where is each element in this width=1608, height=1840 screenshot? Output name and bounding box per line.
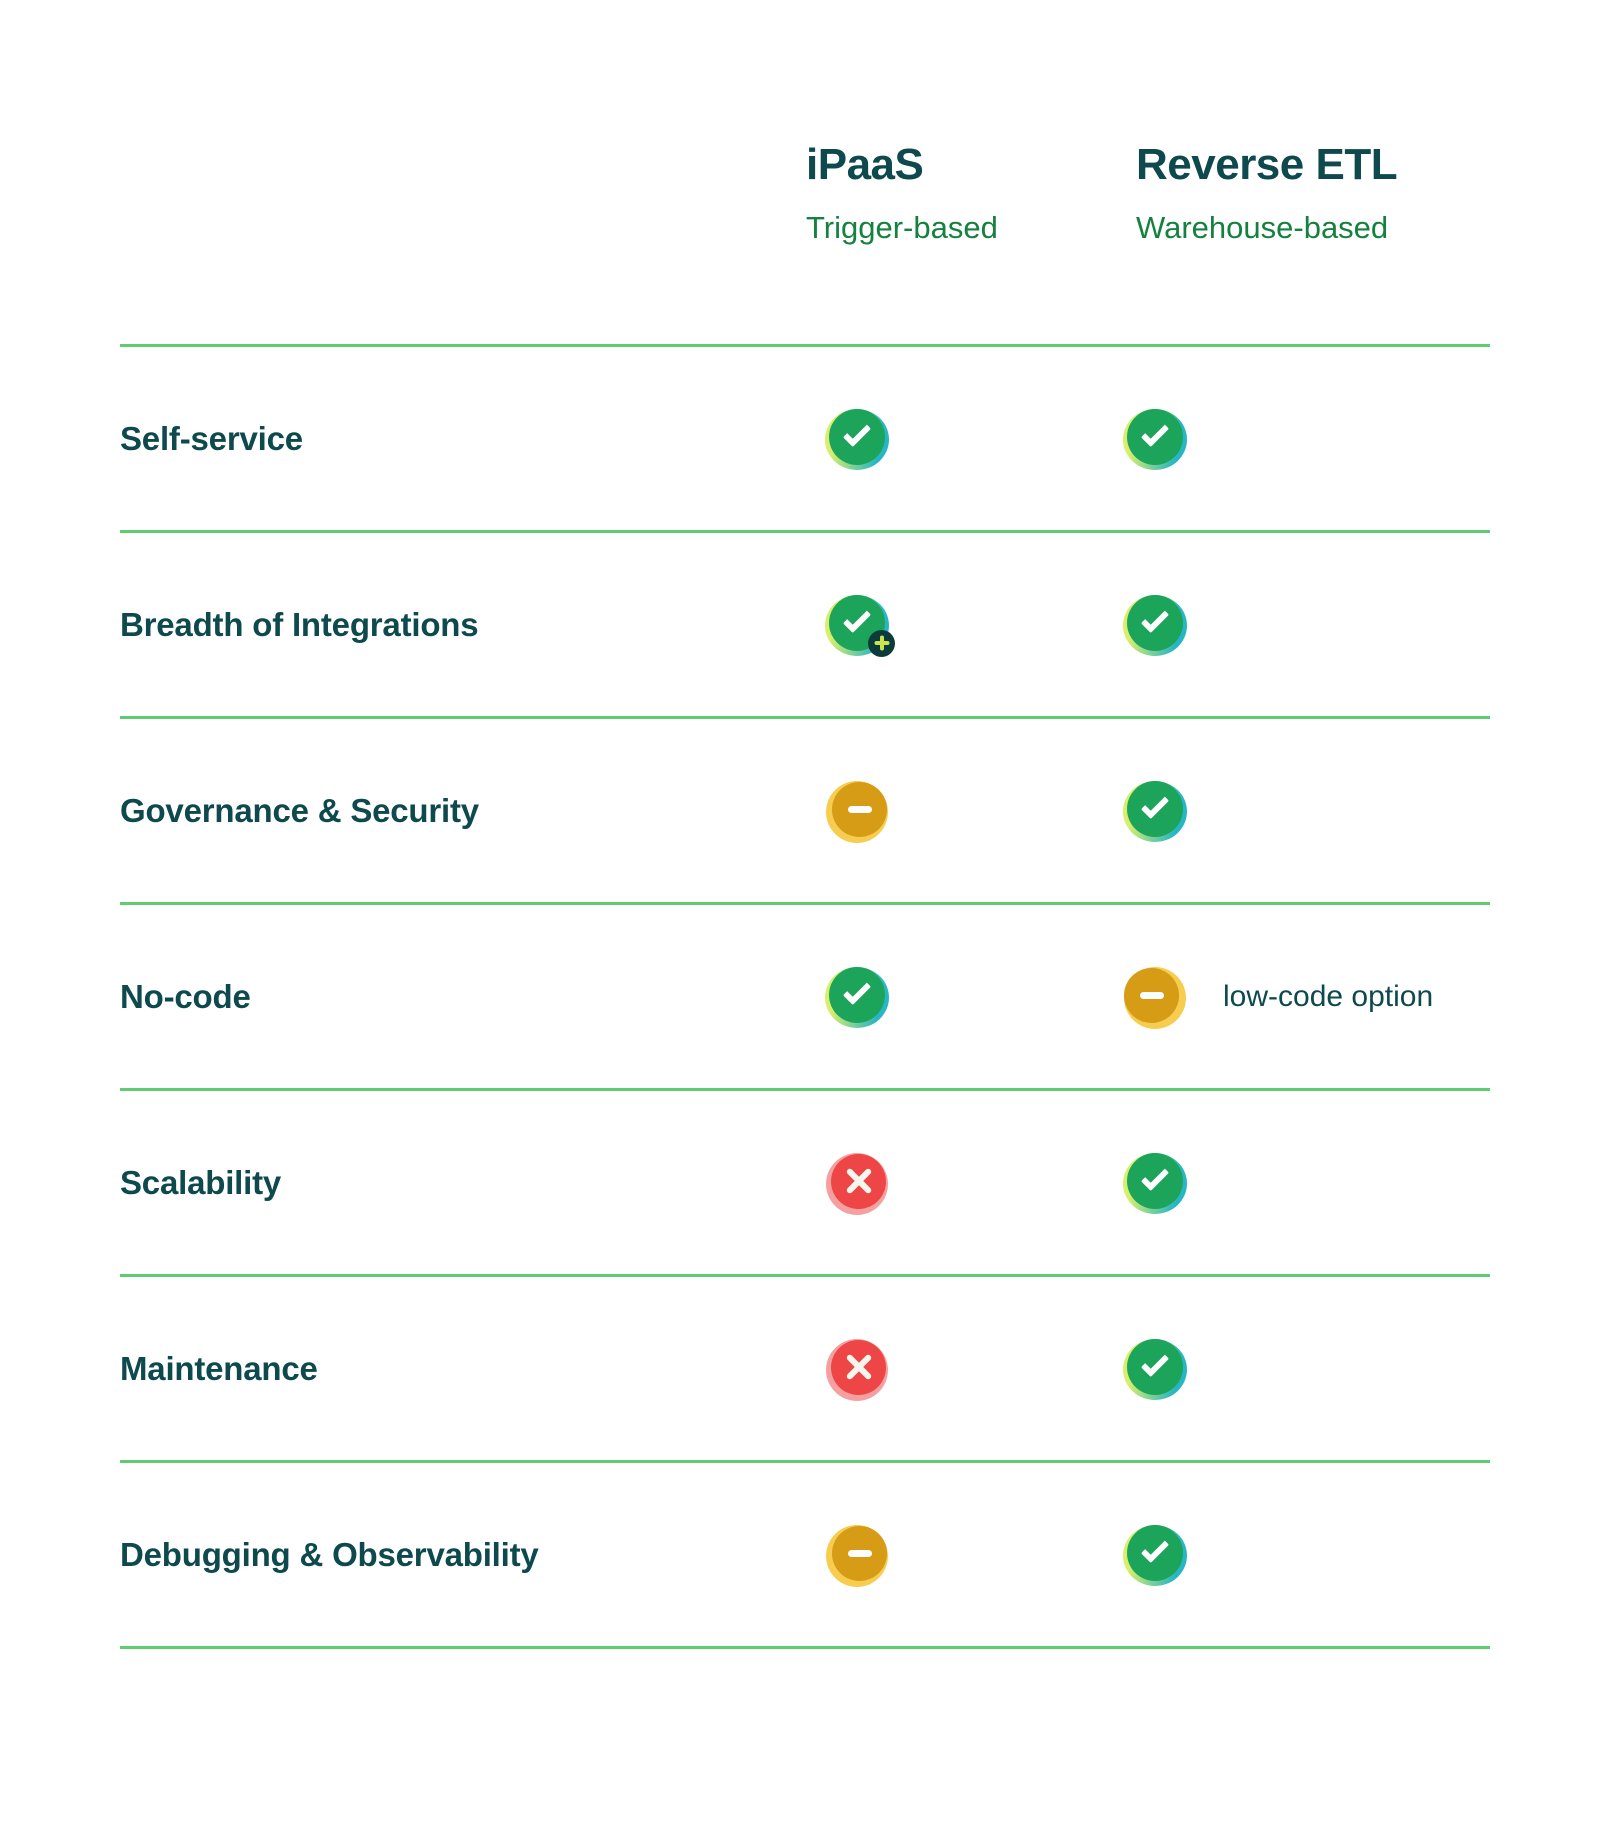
cell-reverse-etl — [1122, 407, 1188, 471]
dash-icon — [824, 1523, 890, 1587]
table-row: Self-service — [120, 347, 1490, 533]
checkmark-glyph — [1140, 604, 1170, 633]
plus-glyph — [879, 635, 884, 651]
check-icon — [1122, 407, 1188, 471]
check-icon — [1122, 1523, 1188, 1587]
check-icon — [1122, 593, 1188, 657]
check-icon — [1122, 1337, 1188, 1401]
icon-face — [831, 1339, 886, 1395]
row-label: Debugging & Observability — [120, 1535, 539, 1573]
column-title-ipaas: iPaaS — [806, 140, 924, 189]
check-icon — [1122, 1151, 1188, 1215]
column-subtitle-ipaas: Trigger-based — [806, 210, 998, 245]
cross-icon — [824, 1151, 890, 1215]
table-row: Debugging & Observability — [120, 1463, 1490, 1649]
cell-ipaas — [824, 1337, 890, 1401]
cell-ipaas — [824, 593, 895, 657]
table-row: No-code low-code option — [120, 905, 1490, 1091]
checkmark-glyph — [1140, 1162, 1170, 1191]
table-row: Maintenance — [120, 1277, 1490, 1463]
icon-face — [829, 408, 885, 465]
icon-face — [1127, 1338, 1183, 1395]
icon-face — [1127, 780, 1183, 837]
icon-face — [829, 966, 885, 1023]
icon-face — [1124, 967, 1179, 1023]
table-row: Breadth of Integrations — [120, 533, 1490, 719]
table-row: Governance & Security — [120, 719, 1490, 905]
cell-ipaas — [824, 1151, 890, 1215]
cell-ipaas — [824, 1523, 890, 1587]
row-label: Maintenance — [120, 1349, 318, 1387]
dash-icon — [824, 779, 890, 843]
icon-face — [1127, 1152, 1183, 1209]
column-subtitle-reverse-etl: Warehouse-based — [1136, 210, 1389, 245]
cell-ipaas — [824, 407, 890, 471]
dash-glyph — [847, 805, 872, 813]
cell-reverse-etl — [1122, 1337, 1188, 1401]
cell-reverse-etl — [1122, 1523, 1188, 1587]
checkmark-glyph — [842, 418, 872, 447]
dash-icon — [1122, 965, 1188, 1029]
checkmark-glyph — [842, 976, 872, 1005]
checkmark-glyph — [1140, 1348, 1170, 1377]
row-note: low-code option — [1223, 979, 1434, 1013]
icon-face — [832, 1525, 887, 1581]
row-label: Breadth of Integrations — [120, 605, 479, 643]
check-plus-icon — [824, 593, 895, 657]
table-row: Scalability — [120, 1091, 1490, 1277]
cell-ipaas — [824, 965, 890, 1029]
column-title-reverse-etl: Reverse ETL — [1136, 140, 1398, 189]
cell-ipaas — [824, 779, 890, 843]
column-header-reverse-etl: Reverse ETL Warehouse-based — [1136, 140, 1398, 245]
cell-reverse-etl — [1122, 1151, 1188, 1215]
dash-glyph — [847, 1549, 872, 1557]
checkmark-glyph — [1140, 418, 1170, 447]
row-label: Governance & Security — [120, 791, 479, 829]
checkmark-glyph — [1140, 1534, 1170, 1563]
icon-face — [1127, 1524, 1183, 1581]
check-icon — [1122, 779, 1188, 843]
checkmark-glyph — [1140, 790, 1170, 819]
checkmark-glyph — [842, 604, 872, 633]
comparison-table: Self-service Breadth of Integrations Gover… — [120, 344, 1490, 1649]
cell-reverse-etl — [1122, 593, 1188, 657]
plus-badge-icon — [868, 629, 895, 657]
icon-face — [1127, 408, 1183, 465]
row-label: No-code — [120, 977, 251, 1015]
check-icon — [824, 407, 890, 471]
cross-icon — [824, 1337, 890, 1401]
cell-reverse-etl — [1122, 779, 1188, 843]
icon-face — [832, 781, 887, 837]
row-label: Scalability — [120, 1163, 282, 1201]
column-header-ipaas: iPaaS Trigger-based — [806, 140, 998, 245]
dash-glyph — [1139, 991, 1164, 999]
check-icon — [824, 965, 890, 1029]
cell-reverse-etl — [1122, 965, 1188, 1029]
row-label: Self-service — [120, 419, 303, 457]
icon-face — [1127, 594, 1183, 651]
icon-face — [831, 1153, 886, 1209]
